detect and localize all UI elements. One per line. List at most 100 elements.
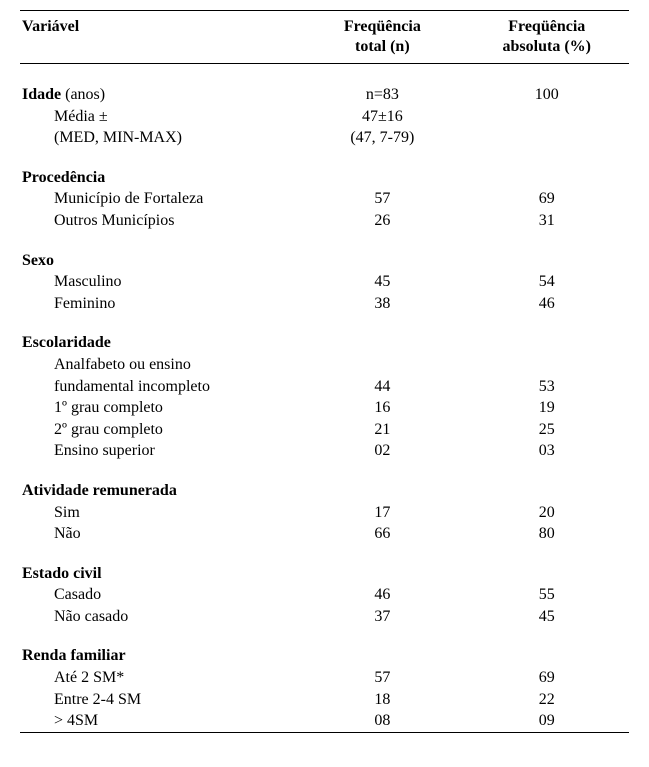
table-row: fundamental incompleto 44 53 — [20, 376, 629, 398]
header-freq-abs-l1: Freqüência — [508, 18, 585, 35]
cell-label: Outros Municípios — [20, 210, 300, 232]
table-row: Não 66 80 — [20, 523, 629, 545]
cell-label: 1º grau completo — [20, 397, 300, 419]
row-atividade-header: Atividade remunerada — [20, 480, 629, 502]
table-row: 1º grau completo 16 19 — [20, 397, 629, 419]
cell-n: 02 — [300, 440, 464, 462]
table-row: Feminino 38 46 — [20, 293, 629, 315]
cell-media-label: Média ± — [20, 106, 300, 128]
cell-pct: 45 — [465, 606, 629, 628]
data-table: Variável Freqüência total (n) Freqüência… — [20, 10, 629, 733]
cell-label: > 4SM — [20, 710, 300, 732]
row-procedencia-header: Procedência — [20, 167, 629, 189]
table-row: Masculino 45 54 — [20, 271, 629, 293]
cell-idade-n: n=83 — [300, 84, 464, 106]
label-sexo: Sexo — [20, 250, 300, 272]
label-escolaridade: Escolaridade — [20, 332, 300, 354]
cell-pct: 69 — [465, 188, 629, 210]
spacer — [20, 149, 629, 167]
cell-n: 08 — [300, 710, 464, 732]
cell-label: fundamental incompleto — [20, 376, 300, 398]
cell-n: 57 — [300, 188, 464, 210]
cell-label: Entre 2-4 SM — [20, 689, 300, 711]
cell-label: Não — [20, 523, 300, 545]
row-estado-header: Estado civil — [20, 563, 629, 585]
table-row: Outros Municípios 26 31 — [20, 210, 629, 232]
spacer — [20, 314, 629, 332]
table-row: Casado 46 55 — [20, 584, 629, 606]
header-freq-abs: Freqüência absoluta (%) — [465, 17, 629, 57]
spacer — [20, 232, 629, 250]
cell-label: 2º grau completo — [20, 419, 300, 441]
cell-n: 66 — [300, 523, 464, 545]
cell-pct: 25 — [465, 419, 629, 441]
header-variavel: Variável — [20, 17, 300, 57]
cell-label: Ensino superior — [20, 440, 300, 462]
table-row: 2º grau completo 21 25 — [20, 419, 629, 441]
cell-media-val: 47±16 — [300, 106, 464, 128]
row-sexo-header: Sexo — [20, 250, 629, 272]
cell-pct: 54 — [465, 271, 629, 293]
cell-pct: 46 — [465, 293, 629, 315]
cell-med-val: (47, 7-79) — [300, 127, 464, 149]
cell-label: Casado — [20, 584, 300, 606]
cell-pct: 31 — [465, 210, 629, 232]
cell-n: 18 — [300, 689, 464, 711]
table-row: > 4SM 08 09 — [20, 710, 629, 732]
table-row: Entre 2-4 SM 18 22 — [20, 689, 629, 711]
cell-med-empty — [465, 127, 629, 149]
cell-n: 45 — [300, 271, 464, 293]
cell-med-label: (MED, MIN-MAX) — [20, 127, 300, 149]
cell-idade-label: Idade (anos) — [20, 84, 300, 106]
header-freq-total-l2: total (n) — [355, 38, 410, 55]
cell-label: Município de Fortaleza — [20, 188, 300, 210]
table-row: Ensino superior 02 03 — [20, 440, 629, 462]
cell-label: Feminino — [20, 293, 300, 315]
cell-label: Analfabeto ou ensino — [20, 354, 300, 376]
row-idade-media: Média ± 47±16 — [20, 106, 629, 128]
cell-label: Masculino — [20, 271, 300, 293]
row-idade-med: (MED, MIN-MAX) (47, 7-79) — [20, 127, 629, 149]
cell-pct: 03 — [465, 440, 629, 462]
header-freq-total-l1: Freqüência — [344, 18, 421, 35]
label-renda: Renda familiar — [20, 645, 300, 667]
table-row: Não casado 37 45 — [20, 606, 629, 628]
header-variavel-text: Variável — [22, 18, 79, 35]
cell-n: 16 — [300, 397, 464, 419]
spacer — [20, 545, 629, 563]
cell-pct: 22 — [465, 689, 629, 711]
header-freq-abs-l2: absoluta (%) — [503, 38, 591, 55]
spacer — [20, 627, 629, 645]
cell-label: Até 2 SM* — [20, 667, 300, 689]
cell-n: 46 — [300, 584, 464, 606]
cell-label: Não casado — [20, 606, 300, 628]
table-row: Até 2 SM* 57 69 — [20, 667, 629, 689]
cell-label: Sim — [20, 502, 300, 524]
table-body: Idade (anos) n=83 100 Média ± 47±16 (MED… — [20, 64, 629, 733]
cell-n: 21 — [300, 419, 464, 441]
cell-pct: 55 — [465, 584, 629, 606]
cell-n: 37 — [300, 606, 464, 628]
label-estado: Estado civil — [20, 563, 300, 585]
cell-pct: 69 — [465, 667, 629, 689]
cell-n: 57 — [300, 667, 464, 689]
cell-pct — [465, 354, 629, 376]
cell-n: 26 — [300, 210, 464, 232]
cell-n: 17 — [300, 502, 464, 524]
cell-n: 44 — [300, 376, 464, 398]
cell-n: 38 — [300, 293, 464, 315]
spacer — [20, 462, 629, 480]
label-procedencia: Procedência — [20, 167, 300, 189]
cell-pct: 09 — [465, 710, 629, 732]
cell-idade-pct: 100 — [465, 84, 629, 106]
table-row: Município de Fortaleza 57 69 — [20, 188, 629, 210]
table-row: Analfabeto ou ensino — [20, 354, 629, 376]
cell-media-empty — [465, 106, 629, 128]
header-freq-total: Freqüência total (n) — [300, 17, 464, 57]
row-idade: Idade (anos) n=83 100 — [20, 84, 629, 106]
table-row: Sim 17 20 — [20, 502, 629, 524]
row-escolaridade-header: Escolaridade — [20, 332, 629, 354]
row-renda-header: Renda familiar — [20, 645, 629, 667]
table-header-row: Variável Freqüência total (n) Freqüência… — [20, 10, 629, 64]
label-idade-suffix: (anos) — [61, 86, 105, 103]
